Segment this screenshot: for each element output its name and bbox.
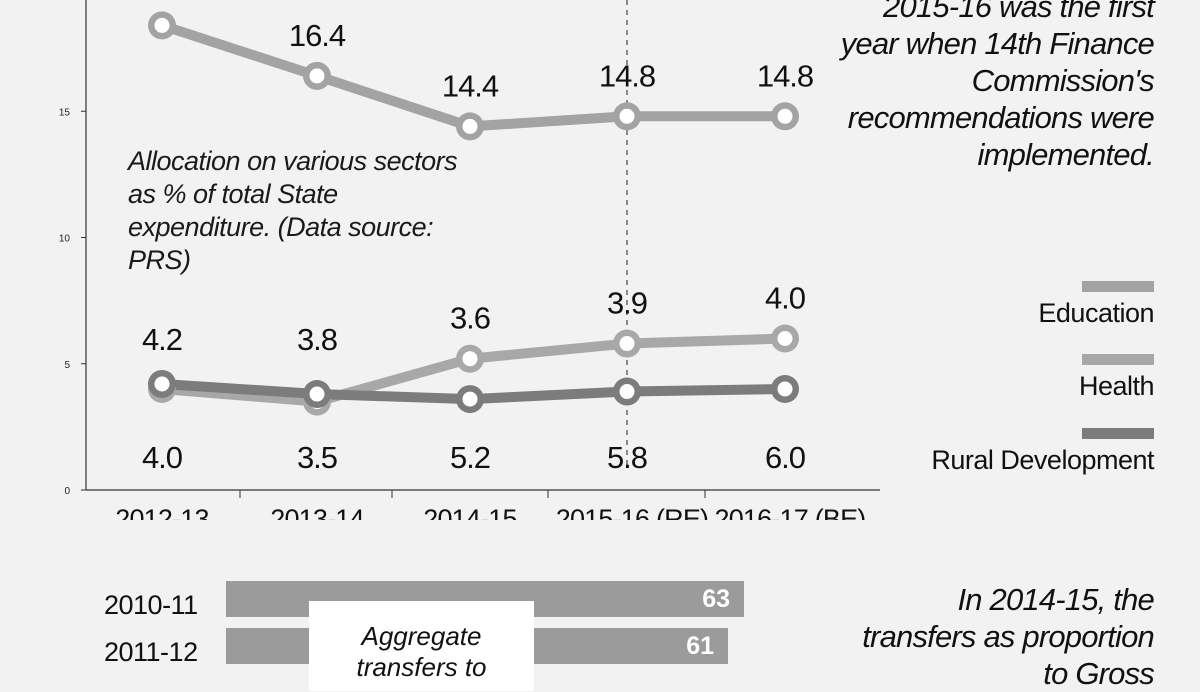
education-value-label: 14.8 (599, 58, 655, 93)
data-point-inner (777, 331, 793, 346)
data-point-inner (154, 17, 170, 33)
health-value-label: 5.8 (607, 440, 647, 475)
x-tick-label: 2014-15 (423, 504, 517, 520)
health-value-label: 3.5 (297, 440, 337, 475)
data-point-inner (462, 118, 478, 134)
data-point-inner (154, 376, 170, 392)
legend-swatch-education (1082, 281, 1154, 292)
education-value-label: 14.8 (757, 58, 813, 93)
bar-value-label: 61 (686, 632, 714, 660)
rural-value-label: 3.6 (450, 301, 490, 336)
legend-swatch-rural-development (1082, 428, 1154, 439)
data-point-inner (619, 108, 635, 124)
x-tick-label: 2016-17 (BE) (715, 504, 866, 520)
legend-label-education: Education (1038, 298, 1154, 328)
bar-category-label: 2011-12 (104, 637, 198, 667)
data-point-inner (309, 68, 325, 84)
y-tick-label: 0 (64, 486, 70, 497)
chart-annotation: Allocation on various sectors as % of to… (128, 146, 458, 275)
data-point-inner (619, 336, 635, 352)
bar-category-label: 2010-11 (104, 590, 198, 620)
bar-value-label: 63 (702, 585, 730, 613)
rural-value-label: 3.9 (607, 286, 647, 321)
legend-label-health: Health (1078, 371, 1155, 401)
legend-rural-development: Rural Development (904, 428, 1155, 476)
data-point-inner (462, 391, 478, 407)
y-tick-label: 5 (64, 360, 70, 371)
bottom-right-note: In 2014-15, the transfers as proportion … (862, 582, 1155, 691)
education-value-label: 18.4 (134, 0, 191, 2)
data-point-inner (777, 108, 793, 124)
legend-label-rural-development: Rural Development (931, 445, 1154, 475)
data-point-inner (619, 384, 635, 400)
x-tick-label: 2013-14 (270, 504, 364, 520)
x-tick-label: 2012-13 (115, 504, 209, 520)
x-tick-label: 2015-16 (RE) (556, 504, 708, 520)
health-value-label: 4.0 (142, 440, 183, 475)
rural-value-label: 4.2 (142, 322, 182, 357)
health-value-label: 6.0 (765, 440, 806, 475)
y-tick-label: 10 (59, 234, 71, 245)
legend-education: Education (904, 281, 1155, 329)
data-point-inner (777, 381, 793, 397)
bar-inset-text: Aggregate transfers to (309, 601, 534, 691)
rural-value-label: 4.0 (765, 281, 806, 316)
data-point-inner (462, 351, 478, 367)
data-point-inner (309, 386, 325, 402)
legend-swatch-health (1082, 354, 1154, 365)
education-value-label: 16.4 (289, 18, 346, 53)
top-right-note: 2015-16 was the first year when 14th Fin… (840, 0, 1155, 172)
y-tick-label: 15 (59, 107, 71, 118)
health-value-label: 5.2 (450, 440, 490, 475)
legend-health: Health (904, 354, 1155, 402)
education-value-label: 14.4 (442, 68, 499, 103)
rural-value-label: 3.8 (297, 322, 337, 357)
